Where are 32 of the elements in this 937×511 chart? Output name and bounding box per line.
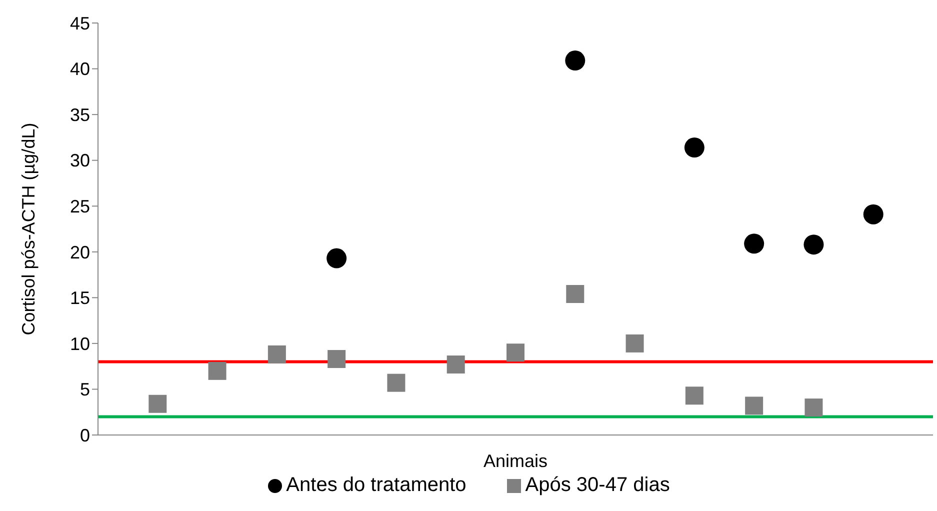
point xyxy=(268,345,286,364)
point xyxy=(446,356,465,374)
x-axis-title: Animais xyxy=(483,451,548,471)
point xyxy=(804,398,823,417)
y-tick-label: 25 xyxy=(70,196,90,216)
point xyxy=(626,334,644,352)
y-tick-label: 20 xyxy=(70,242,90,262)
point xyxy=(328,350,346,368)
y-tick-label: 15 xyxy=(70,288,90,308)
point xyxy=(685,386,704,405)
y-tick-label: 35 xyxy=(70,104,90,125)
point xyxy=(387,374,406,392)
y-tick-label: 0 xyxy=(80,425,90,446)
point xyxy=(565,50,586,71)
y-tick-label: 10 xyxy=(70,334,90,354)
point xyxy=(566,285,584,304)
point xyxy=(804,234,824,255)
y-axis-title: Cortisol pós-ACTH (µg/dL) xyxy=(18,122,38,336)
y-tick-label: 5 xyxy=(80,380,90,400)
point xyxy=(745,396,764,415)
y-tick-label: 40 xyxy=(70,59,90,80)
point xyxy=(684,138,704,158)
point xyxy=(744,234,764,254)
legend-label: Após 30-47 dias xyxy=(525,474,670,497)
point xyxy=(863,204,884,224)
point xyxy=(148,394,167,413)
y-tick-label: 45 xyxy=(70,13,90,34)
point xyxy=(506,344,524,362)
point xyxy=(208,362,226,380)
y-tick-label: 30 xyxy=(70,150,90,171)
legend-label: Antes do tratamento xyxy=(286,474,466,497)
point xyxy=(326,248,347,268)
